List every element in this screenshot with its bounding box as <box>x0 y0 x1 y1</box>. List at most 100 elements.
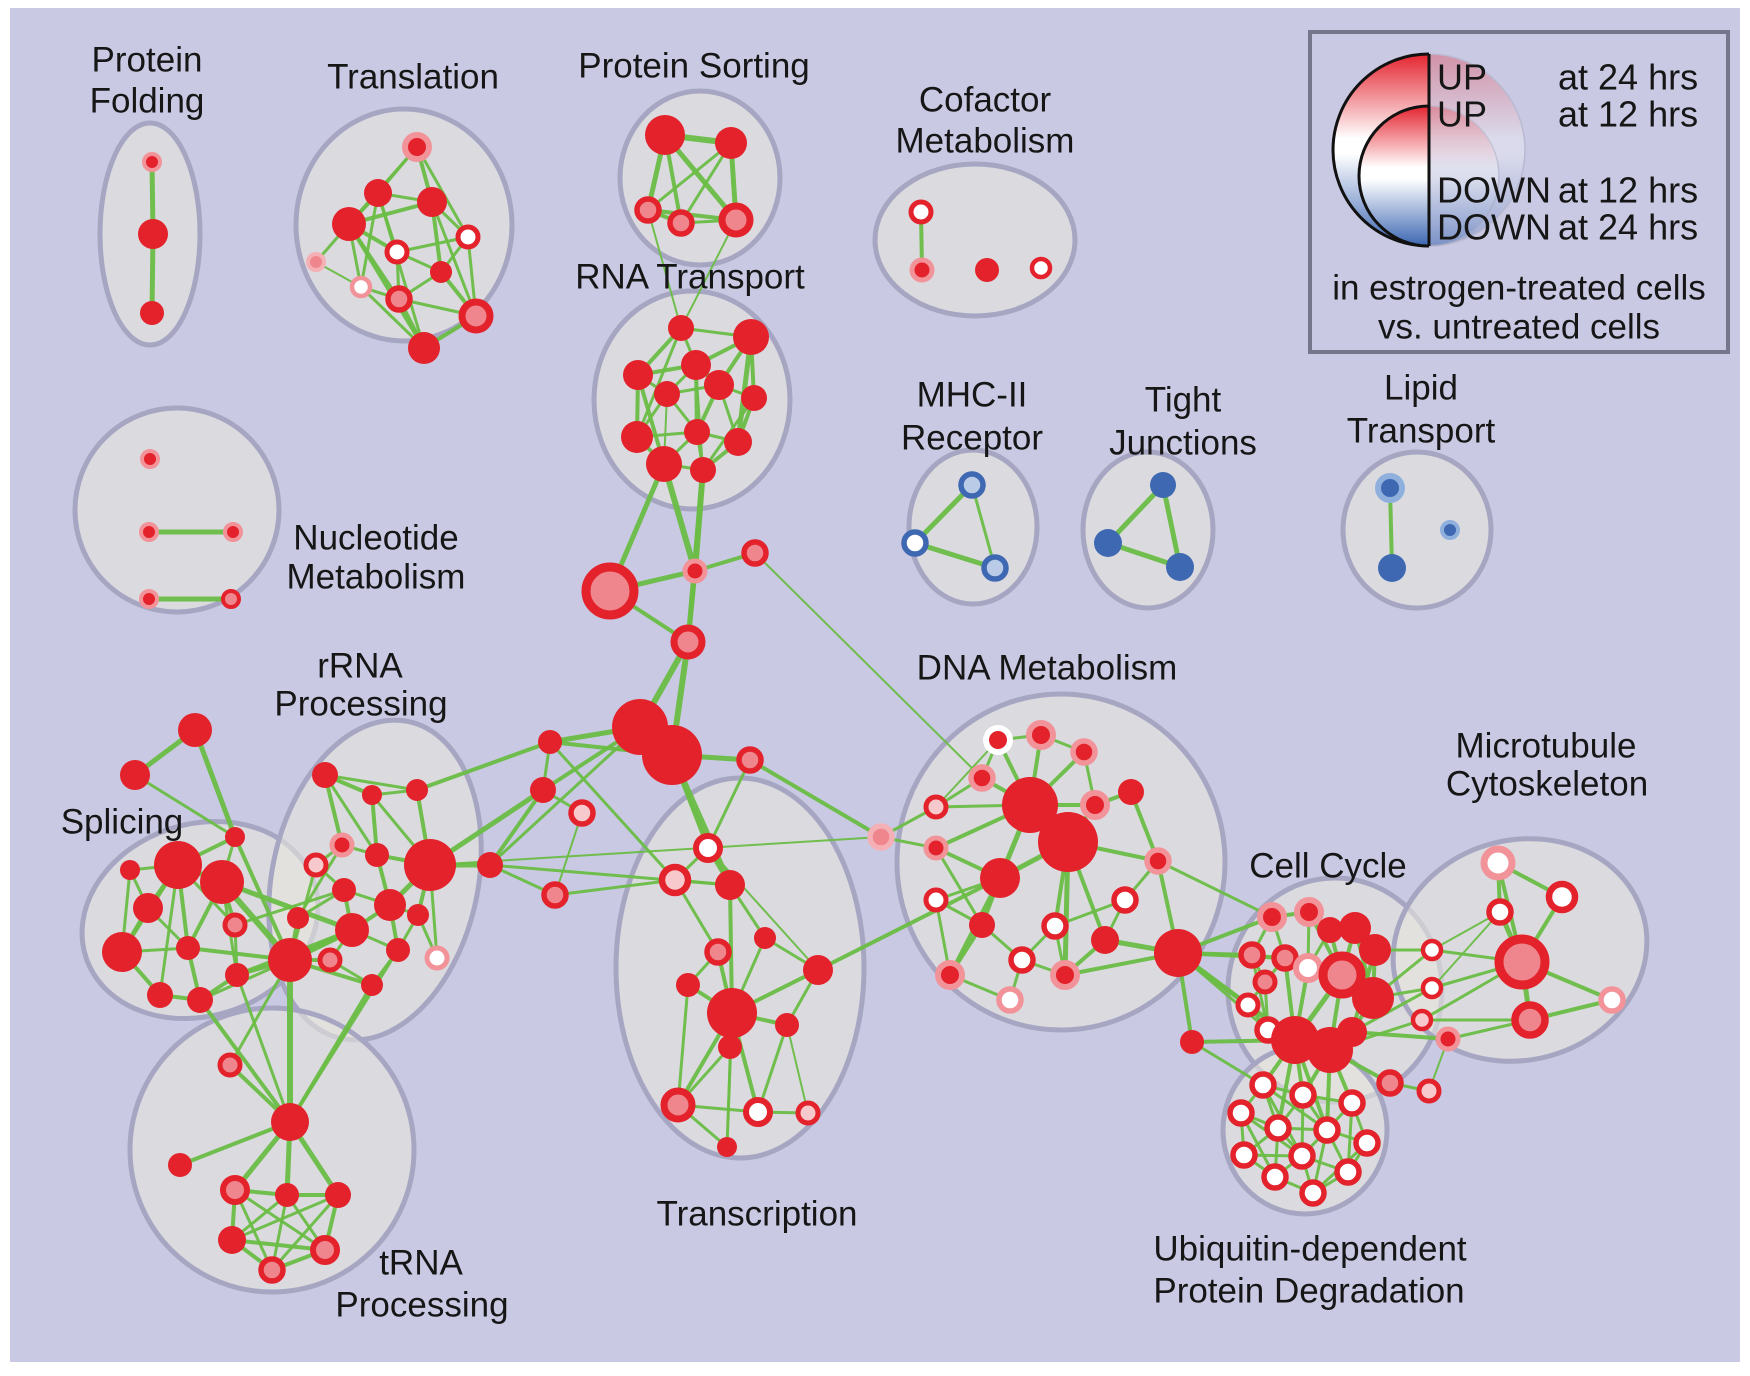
gene-node <box>1334 1158 1362 1186</box>
gene-node <box>258 1256 286 1284</box>
interaction-edge <box>553 878 677 897</box>
gene-node <box>681 350 711 380</box>
gene-node <box>623 360 653 390</box>
cluster-label-translation: Translation <box>327 58 499 97</box>
gene-node <box>402 132 432 162</box>
gene-node <box>1118 779 1144 805</box>
gene-node <box>287 907 309 929</box>
legend-direction-2: DOWN <box>1437 170 1551 211</box>
gene-node <box>1352 977 1394 1019</box>
gene-node <box>1299 1179 1327 1207</box>
interaction-edge <box>548 740 677 882</box>
gene-node <box>312 762 338 788</box>
gene-node <box>1041 912 1069 940</box>
interaction-edge <box>934 846 984 927</box>
interaction-edge <box>661 461 698 574</box>
gene-node <box>1238 941 1266 969</box>
gene-node <box>803 955 833 985</box>
gene-node <box>176 936 200 960</box>
gene-node <box>187 987 213 1013</box>
interaction-edge <box>706 758 752 850</box>
interaction-edge <box>707 847 819 971</box>
interaction-edge <box>786 1024 809 1114</box>
interaction-edge <box>635 326 683 439</box>
cluster-label-microtubule-cytoskeleton: Cytoskeleton <box>1446 765 1648 804</box>
gene-node <box>365 843 389 867</box>
gene-node <box>1435 1026 1461 1052</box>
gene-node <box>1249 1071 1277 1099</box>
gene-node <box>455 224 481 250</box>
cluster-label-cell-cycle: Cell Cycle <box>1249 847 1407 886</box>
legend-time-2: at 12 hrs <box>1558 170 1698 211</box>
cluster-label-lipid-transport: Transport <box>1347 412 1496 451</box>
gene-node <box>133 893 163 923</box>
cluster-label-splicing: Splicing <box>61 803 184 842</box>
gene-node <box>430 261 452 283</box>
gene-node <box>407 904 429 926</box>
gene-node <box>332 878 356 902</box>
interaction-edge <box>1350 986 1434 1034</box>
gene-node <box>704 938 732 966</box>
gene-node <box>901 529 929 557</box>
gene-node <box>718 1035 742 1059</box>
gene-node <box>361 974 383 996</box>
interaction-edge <box>359 191 380 289</box>
gene-node <box>404 839 456 891</box>
gene-node <box>349 275 373 299</box>
gene-node <box>178 713 212 747</box>
gene-node <box>1144 847 1172 875</box>
cluster-label-dna-metabolism: DNA Metabolism <box>917 649 1178 688</box>
interaction-edge <box>1350 1030 1450 1041</box>
interaction-edge <box>754 552 983 779</box>
gene-node <box>1002 777 1058 833</box>
interaction-edge <box>816 876 1002 972</box>
gene-node <box>386 938 410 962</box>
gene-node <box>996 986 1024 1014</box>
gene-node <box>1359 934 1391 966</box>
cluster-label-transcription: Transcription <box>657 1195 858 1234</box>
gene-node <box>909 257 935 283</box>
cluster-ellipse-trna-processing <box>127 1005 417 1295</box>
gene-node <box>670 624 706 660</box>
gene-node <box>568 799 596 827</box>
gene-node <box>969 912 995 938</box>
gene-node <box>980 858 1020 898</box>
gene-node <box>332 207 366 241</box>
gene-node <box>325 1182 351 1208</box>
gene-node <box>754 927 776 949</box>
gene-node <box>142 152 162 172</box>
interaction-edge <box>230 1238 327 1252</box>
gene-node <box>225 827 245 847</box>
cluster-ellipse-nucleotide-metabolism <box>72 405 282 615</box>
gene-node <box>1410 1008 1434 1032</box>
gene-node <box>1070 738 1098 766</box>
gene-node <box>138 219 168 249</box>
gene-node <box>1338 1089 1366 1117</box>
gene-node <box>222 912 248 938</box>
gene-node <box>795 1100 821 1126</box>
gene-node <box>958 471 986 499</box>
gene-node <box>1317 917 1343 943</box>
gene-node <box>654 381 680 407</box>
gene-node <box>1313 1116 1341 1144</box>
gene-node <box>1480 845 1516 881</box>
gene-node <box>1545 880 1579 914</box>
gene-node <box>225 963 249 987</box>
cluster-label-cofactor-metabolism: Cofactor <box>919 81 1052 120</box>
interaction-edge <box>133 773 237 839</box>
legend-time-3: at 24 hrs <box>1558 207 1698 248</box>
cluster-ellipse-lipid-transport <box>1340 449 1494 611</box>
gene-node <box>867 823 895 851</box>
gene-node <box>139 589 159 609</box>
gene-node <box>667 209 695 237</box>
gene-node <box>743 1097 773 1127</box>
interaction-edge <box>415 740 552 792</box>
gene-node <box>1154 929 1202 977</box>
interaction-edge <box>376 191 426 350</box>
gene-node <box>140 449 160 469</box>
gene-node <box>693 833 723 863</box>
gene-node <box>306 252 326 272</box>
legend-caption-0: in estrogen-treated cells <box>1332 269 1706 308</box>
gene-node <box>1026 720 1056 750</box>
